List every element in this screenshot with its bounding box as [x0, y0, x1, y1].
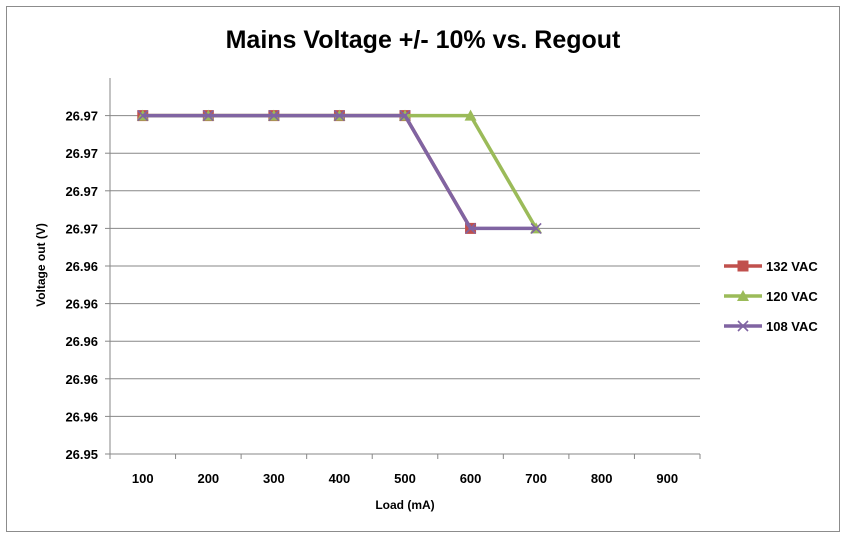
x-axis-label: Load (mA): [375, 498, 434, 512]
data-point: [464, 222, 477, 234]
data-point: [202, 110, 214, 122]
series-line: [142, 113, 538, 230]
x-tick-label: 600: [460, 471, 482, 486]
x-tick-label: 200: [197, 471, 219, 486]
legend-item: 108 VAC: [724, 319, 818, 334]
series-lines: [136, 109, 543, 234]
x-tick-label: 700: [525, 471, 547, 486]
data-point: [464, 109, 477, 121]
x-tick-label: 800: [591, 471, 613, 486]
legend-marker: [737, 320, 749, 332]
data-point: [399, 110, 411, 122]
legend-item: 132 VAC: [724, 259, 818, 274]
x-tick-label: 100: [132, 471, 154, 486]
y-axis-label: Voltage out (V): [34, 223, 48, 307]
y-tick-label: 26.96: [65, 409, 98, 424]
y-tick-label: 26.97: [65, 221, 98, 236]
data-point: [333, 110, 346, 122]
series-2: [137, 110, 542, 234]
chart-title: Mains Voltage +/- 10% vs. Regout: [226, 26, 621, 54]
series-line: [142, 113, 473, 230]
y-tick-label: 26.97: [65, 146, 98, 161]
series-line: [142, 113, 537, 231]
series-1: [136, 109, 543, 234]
data-point: [268, 110, 280, 122]
y-tick-labels: 26.95 26.96 26.96 26.96 26.96 26.96 26.97 26.97…: [65, 109, 98, 462]
legend: 132 VAC 120 VAC 108 VAC: [724, 259, 818, 334]
series-0: [137, 110, 477, 234]
data-point: [530, 222, 542, 234]
legend-label: 120 VAC: [766, 289, 818, 304]
y-tick-label: 26.96: [65, 259, 98, 274]
y-tick-label: 26.97: [65, 184, 98, 199]
chart-frame: [6, 6, 840, 532]
x-tick-label: 900: [656, 471, 678, 486]
legend-label: 132 VAC: [766, 259, 818, 274]
gridlines: [105, 115, 700, 455]
y-tick-label: 26.96: [65, 334, 98, 349]
legend-item: 120 VAC: [724, 289, 818, 304]
x-tick-label: 300: [263, 471, 285, 486]
axes: [109, 78, 701, 459]
y-tick-label: 26.97: [65, 109, 98, 124]
y-tick-label: 26.96: [65, 297, 98, 312]
x-tick-labels: 100 200 300 400 500 600 700 800 900: [132, 471, 678, 486]
y-tick-label: 26.96: [65, 372, 98, 387]
legend-label: 108 VAC: [766, 319, 818, 334]
legend-marker: [737, 260, 749, 272]
x-tick-label: 500: [394, 471, 416, 486]
data-point: [137, 110, 149, 122]
y-tick-label: 26.95: [65, 447, 98, 462]
x-tick-label: 400: [329, 471, 351, 486]
legend-marker: [737, 290, 749, 301]
